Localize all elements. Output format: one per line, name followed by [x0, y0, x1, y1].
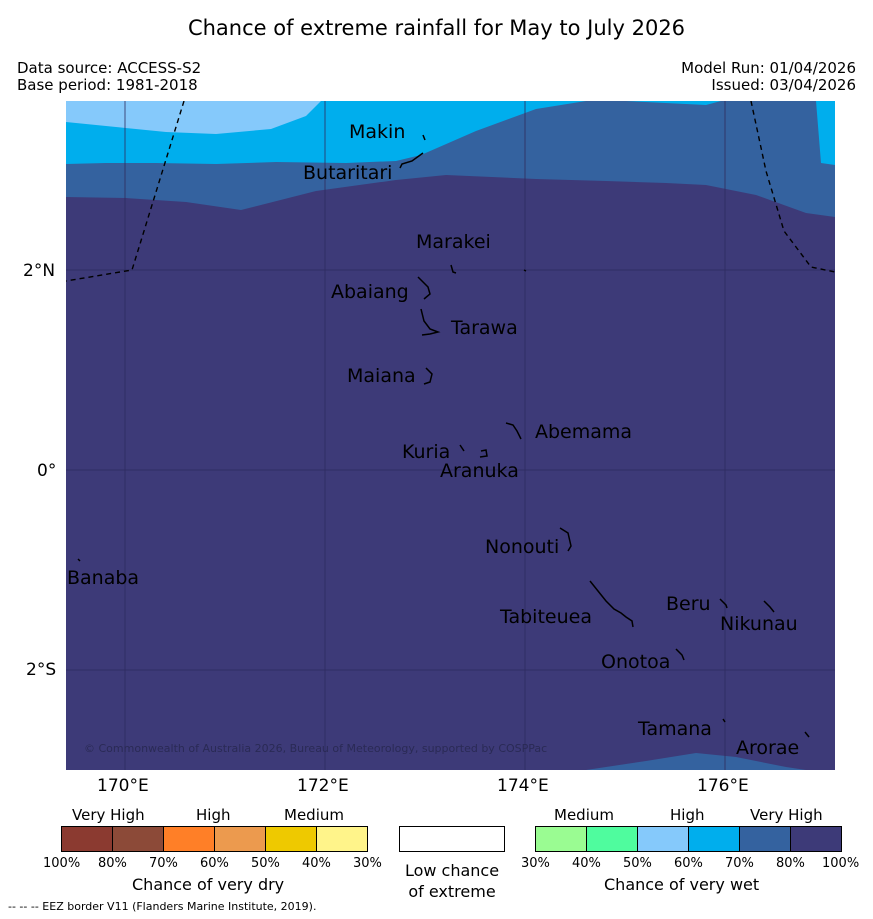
label-banaba: Banaba: [67, 567, 140, 589]
dry-cat-high: High: [196, 806, 231, 824]
zone-high-wet-70-south: [586, 753, 806, 770]
label-tabiteuea: Tabiteuea: [500, 606, 592, 628]
data-source: Data source: ACCESS-S2: [17, 59, 202, 77]
eez-footnote: -- -- -- EEZ border V11 (Flanders Marine…: [8, 900, 317, 913]
zone-medium-wet: [66, 101, 321, 134]
lat-label-2s: 2°S: [26, 660, 57, 680]
wet-tick-60: 60%: [674, 856, 703, 871]
dry-legend-title: Chance of very dry: [132, 875, 285, 894]
dry-cat-medium: Medium: [284, 806, 344, 824]
island-abaiang: [417, 276, 431, 300]
island-nikunau: [763, 600, 775, 613]
island-maiana: [423, 367, 433, 385]
wet-tick-70: 70%: [725, 856, 754, 871]
label-kuria: Kuria: [402, 441, 451, 463]
label-nikunau: Nikunau: [720, 613, 798, 635]
islands: [77, 134, 810, 738]
wet-swatch-5: [740, 827, 791, 851]
dry-swatch-3: [164, 827, 215, 851]
island-aranuka: [479, 449, 488, 458]
label-beru: Beru: [666, 593, 711, 615]
lat-label-0: 0°: [37, 461, 57, 481]
neutral-line-2: of extreme: [408, 882, 496, 901]
label-butaritari: Butaritari: [303, 162, 393, 184]
wet-tick-40: 40%: [572, 856, 601, 871]
wet-cat-medium: Medium: [554, 806, 614, 824]
lon-label-172e: 172°E: [297, 776, 349, 796]
label-aranuka: Aranuka: [440, 460, 519, 482]
label-arorae: Arorae: [736, 737, 800, 759]
dry-swatch-6: [317, 827, 367, 851]
lat-label-2n: 2°N: [23, 261, 56, 281]
eez-border: [66, 101, 835, 282]
base-period: Base period: 1981-2018: [17, 76, 198, 94]
neutral-swatch: [399, 826, 505, 852]
label-onotoa: Onotoa: [601, 651, 671, 673]
island-onotoa: [675, 648, 685, 661]
wet-tick-30: 30%: [521, 856, 550, 871]
lon-label-176e: 176°E: [697, 776, 749, 796]
island-banaba: [77, 558, 81, 562]
wet-cat-very-high: Very High: [750, 806, 823, 824]
island-tamana: [722, 718, 726, 723]
meta-left: Data source: ACCESS-S2 Base period: 1981…: [17, 60, 201, 94]
wet-cat-high: High: [670, 806, 705, 824]
island-beru: [719, 598, 728, 609]
wet-tick-50: 50%: [623, 856, 652, 871]
island-nonouti: [559, 527, 572, 552]
dry-tick-50: 50%: [251, 856, 280, 871]
issued-date: Issued: 03/04/2026: [711, 76, 856, 94]
label-maiana: Maiana: [347, 365, 416, 387]
island-marakei: [450, 264, 457, 274]
zone-very-high-wet: [66, 101, 835, 770]
dry-tick-80: 80%: [98, 856, 127, 871]
label-makin: Makin: [349, 121, 406, 143]
wet-colorbar: [535, 826, 842, 852]
dry-swatch-2: [113, 827, 164, 851]
lon-label-170e: 170°E: [97, 776, 149, 796]
dry-swatch-5: [266, 827, 317, 851]
island-kuria: [459, 444, 465, 452]
neutral-legend-label: Low chance of extreme: [399, 860, 505, 902]
graticule: [66, 101, 835, 770]
dry-tick-70: 70%: [149, 856, 178, 871]
island-arorae: [804, 731, 810, 738]
island-makin: [422, 134, 426, 141]
island-butaritari: [399, 152, 424, 169]
label-tarawa: Tarawa: [451, 317, 518, 339]
dry-cat-very-high: Very High: [72, 806, 145, 824]
island-tabiteuea: [589, 580, 634, 628]
dry-tick-40: 40%: [302, 856, 331, 871]
dry-swatch-1: [62, 827, 113, 851]
model-run: Model Run: 01/04/2026: [681, 59, 856, 77]
wet-swatch-1: [536, 827, 587, 851]
wet-swatch-3: [638, 827, 689, 851]
neutral-line-1: Low chance: [404, 861, 500, 880]
island-tarawa: [420, 308, 441, 336]
label-abaiang: Abaiang: [331, 281, 409, 303]
dry-tick-30: 30%: [353, 856, 382, 871]
page-title: Chance of extreme rainfall for May to Ju…: [187, 16, 686, 40]
dry-tick-100: 100%: [43, 856, 81, 871]
label-marakei: Marakei: [416, 231, 491, 253]
label-abemama: Abemama: [535, 421, 633, 443]
island-abemama: [505, 422, 522, 440]
wet-swatch-6: [791, 827, 841, 851]
lon-label-174e: 174°E: [497, 776, 549, 796]
dry-swatch-4: [215, 827, 266, 851]
wet-swatch-4: [689, 827, 740, 851]
copyright-notice: © Commonwealth of Australia 2026, Bureau…: [84, 742, 548, 755]
wet-tick-80: 80%: [776, 856, 805, 871]
label-tamana: Tamana: [638, 718, 712, 740]
wet-swatch-2: [587, 827, 638, 851]
wet-tick-100: 100%: [822, 856, 860, 871]
meta-right: Model Run: 01/04/2026 Issued: 03/04/2026: [681, 60, 856, 94]
dry-colorbar: [61, 826, 368, 852]
map-panel[interactable]: Makin Butaritari Marakei Abaiang Tarawa …: [66, 101, 835, 770]
label-nonouti: Nonouti: [485, 536, 560, 558]
dry-tick-60: 60%: [200, 856, 229, 871]
wet-legend-title: Chance of very wet: [604, 875, 760, 894]
